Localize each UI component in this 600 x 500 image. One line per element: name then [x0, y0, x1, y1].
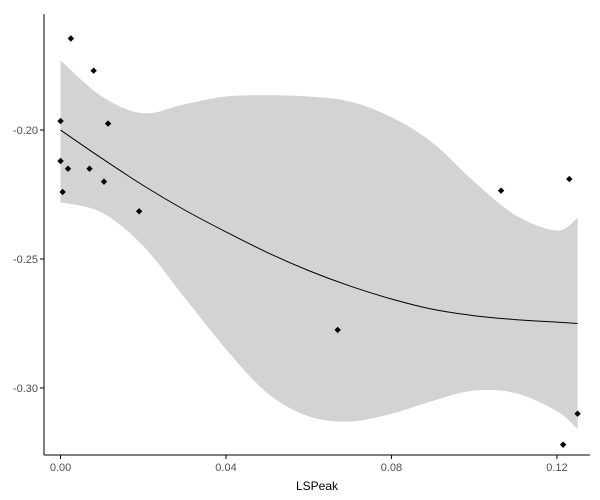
smooth-trend-line — [60, 129, 578, 324]
confidence-band — [60, 60, 578, 430]
data-point — [566, 175, 573, 183]
data-point — [104, 120, 112, 127]
x-axis-title: LSPeak — [296, 479, 339, 493]
x-tick-label: 0.04 — [215, 462, 236, 474]
data-point — [64, 165, 72, 172]
data-point — [86, 165, 93, 172]
y-tick-label: -0.25 — [13, 254, 38, 266]
y-tick-label: -0.20 — [13, 125, 38, 137]
data-point — [59, 188, 66, 196]
y-tick-label: -0.30 — [13, 383, 38, 395]
data-point — [135, 208, 143, 215]
data-point — [559, 441, 567, 448]
data-point — [334, 326, 341, 334]
data-point — [67, 35, 75, 42]
data-point — [100, 178, 108, 185]
x-tick-label: 0.00 — [50, 462, 71, 474]
data-point — [574, 410, 581, 417]
data-point — [57, 117, 64, 125]
data-point — [497, 187, 505, 194]
x-tick-label: 0.12 — [546, 462, 567, 474]
data-point — [90, 67, 97, 74]
data-point — [57, 157, 64, 165]
x-tick-label: 0.08 — [381, 462, 402, 474]
